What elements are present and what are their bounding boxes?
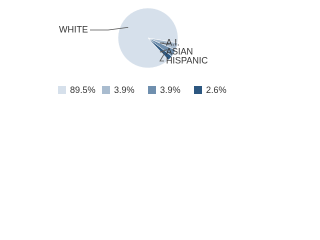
slice-label: ASIAN — [166, 46, 193, 56]
legend-swatch — [102, 86, 110, 94]
legend-swatch — [148, 86, 156, 94]
leader-line — [90, 26, 129, 31]
leader-line — [159, 49, 168, 53]
legend-label: 3.9% — [160, 85, 181, 95]
legend-label: 89.5% — [70, 85, 96, 95]
legend-swatch — [194, 86, 202, 94]
legend-label: 2.6% — [206, 85, 227, 95]
leader-line — [159, 42, 170, 45]
leader-line — [159, 52, 165, 62]
slice-label: A.I. — [166, 37, 180, 47]
slice-label: WHITE — [59, 24, 88, 34]
pie-slice — [147, 37, 173, 61]
legend-swatch — [58, 86, 66, 94]
legend-label: 3.9% — [114, 85, 135, 95]
slice-label: HISPANIC — [166, 55, 208, 65]
